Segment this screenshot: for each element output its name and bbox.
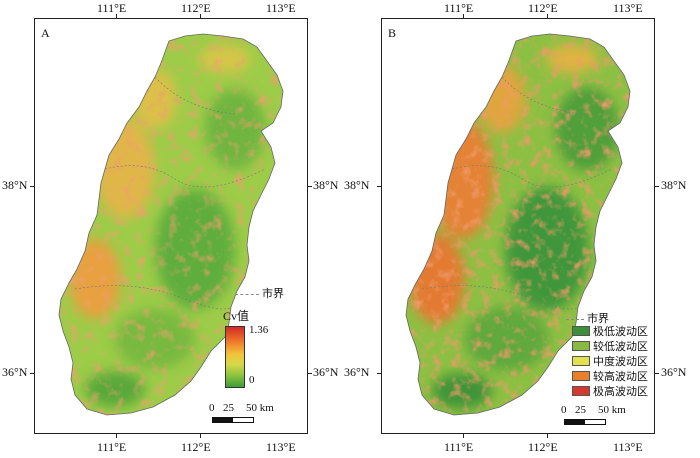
- colorbar-max: 1.36: [249, 324, 269, 336]
- fluctuation-map-b: [405, 33, 631, 416]
- dashed-line-icon: [566, 318, 584, 320]
- lon-label-top: 113°E: [613, 1, 643, 15]
- colorbar-min: 0: [249, 374, 255, 386]
- panel-letter: A: [41, 26, 50, 40]
- lat-label-left: 36°N: [2, 365, 28, 379]
- map-panel-a: A 市界 Cv值 1.36 0 0 25 50 km: [34, 18, 308, 434]
- tick-mark: [463, 14, 464, 18]
- tick-mark: [30, 373, 34, 374]
- legend-label: 较高波动区: [593, 370, 648, 383]
- colorbar-title: Cv值: [223, 309, 250, 323]
- tick-mark: [655, 186, 659, 187]
- scalebar-label-50: 50 km: [598, 404, 626, 416]
- lat-label-left: 38°N: [2, 178, 28, 192]
- tick-mark: [377, 186, 381, 187]
- boundary-legend: 市界: [566, 310, 609, 326]
- legend-swatch: [572, 340, 590, 351]
- lon-label-bottom: 112°E: [528, 440, 558, 454]
- lon-label-bottom: 112°E: [181, 440, 211, 454]
- scalebar-label-0: 0: [209, 402, 215, 414]
- lon-label-top: 112°E: [528, 1, 558, 15]
- tick-mark: [308, 373, 312, 374]
- legend-item: 极高波动区: [572, 383, 648, 398]
- lon-label-bottom: 113°E: [613, 440, 643, 454]
- lon-label-bottom: 111°E: [444, 440, 474, 454]
- tick-mark: [547, 434, 548, 438]
- lon-label-bottom: 111°E: [97, 440, 127, 454]
- legend-label: 中度波动区: [593, 355, 648, 368]
- boundary-legend-label: 市界: [587, 313, 609, 325]
- legend-item: 极低波动区: [572, 323, 648, 338]
- tick-mark: [377, 373, 381, 374]
- lat-label-right: 36°N: [661, 365, 687, 379]
- cv-raster-a: [59, 34, 283, 415]
- lon-label-bottom: 113°E: [266, 440, 296, 454]
- lat-label-right: 38°N: [661, 178, 687, 192]
- scalebar: [212, 417, 254, 423]
- scalebar-label-50: 50 km: [246, 402, 274, 414]
- tick-mark: [463, 434, 464, 438]
- lon-label-top: 112°E: [181, 1, 211, 15]
- tick-mark: [200, 14, 201, 18]
- legend-swatch: [572, 370, 590, 381]
- tick-mark: [116, 434, 117, 438]
- tick-mark: [200, 434, 201, 438]
- legend-swatch: [572, 355, 590, 366]
- colorbar: [225, 326, 245, 388]
- legend-item: 较低波动区: [572, 338, 648, 353]
- tick-mark: [547, 14, 548, 18]
- scalebar: [564, 419, 606, 425]
- legend-label: 较低波动区: [593, 340, 648, 353]
- scalebar-label-25: 25: [223, 402, 234, 414]
- dashed-line-icon: [235, 293, 259, 295]
- scalebar-label-0: 0: [561, 404, 567, 416]
- panel-letter: B: [388, 26, 397, 40]
- scalebar-label-25: 25: [575, 404, 586, 416]
- boundary-legend: 市界: [235, 285, 284, 301]
- lon-label-top: 113°E: [266, 1, 296, 15]
- lon-label-top: 111°E: [97, 1, 127, 15]
- cv-map-a: [58, 33, 284, 416]
- class-legend: 极低波动区 较低波动区 中度波动区 较高波动区 极高波动区: [572, 323, 648, 398]
- tick-mark: [308, 186, 312, 187]
- legend-item: 较高波动区: [572, 368, 648, 383]
- tick-mark: [655, 373, 659, 374]
- lat-label-right: 36°N: [313, 365, 339, 379]
- boundary-legend-label: 市界: [262, 288, 284, 300]
- legend-item: 中度波动区: [572, 353, 648, 368]
- map-panel-b: B 市界 极低波动区 较低波动区 中度波动区 较高波动区 极高波动区 0 25 …: [381, 18, 655, 434]
- tick-mark: [116, 14, 117, 18]
- tick-mark: [30, 186, 34, 187]
- legend-label: 极低波动区: [593, 325, 648, 338]
- lat-label-right: 38°N: [313, 178, 339, 192]
- lon-label-top: 111°E: [444, 1, 474, 15]
- lat-label-left: 38°N: [344, 178, 370, 192]
- legend-label: 极高波动区: [593, 385, 648, 398]
- legend-swatch: [572, 325, 590, 336]
- legend-swatch: [572, 385, 590, 396]
- lat-label-left: 36°N: [344, 365, 370, 379]
